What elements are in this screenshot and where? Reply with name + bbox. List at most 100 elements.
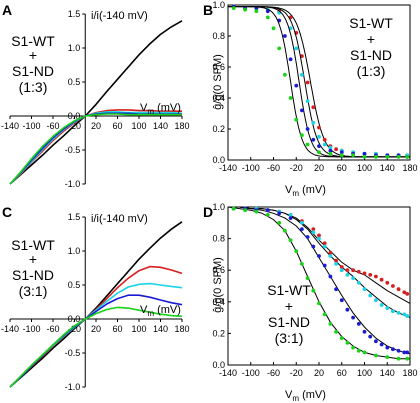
panel-d-y-tick-label: 0.2 (212, 328, 225, 338)
panel-d-series-blue-point (265, 208, 270, 213)
panel-d-series-green-point (345, 341, 350, 345)
panel-d-series-blue-point (374, 339, 378, 344)
panel-b-fit-line (228, 6, 410, 158)
panel-c-x-tick-label: -60 (46, 324, 59, 334)
panel-a-y-tick-label: -1.0 (65, 179, 81, 189)
panel-d-series-green-point (385, 355, 390, 359)
panel-b-annotation-line-1: S1-WT (349, 15, 393, 31)
panel-b-series-green-point (254, 9, 259, 14)
panel-d-series-green-point (322, 312, 327, 317)
panel-c-y-tick-label: -1.0 (65, 382, 81, 392)
panel-b: B -140 -100 -60 -20 20 60 100 140 180 0.0 0.2 0.4 0.… (203, 0, 418, 198)
panel-b-series-green-point (405, 155, 410, 159)
panel-b-series-green-point (294, 117, 299, 122)
panel-d-series-blue-point (288, 216, 293, 221)
panel-b-series-cyan-point (328, 145, 333, 150)
panel-b-x-tick-label: 20 (314, 163, 324, 173)
panel-d-series-cyan-point (356, 280, 361, 285)
panel-a-annotation: S1-WT + S1-ND (1:3) (11, 33, 55, 95)
panel-d-series-blue-point (368, 334, 373, 339)
panel-d-annotation-line-3: S1-ND (268, 314, 310, 330)
panel-d-y-tick-label: 0.4 (212, 297, 225, 307)
panel-b-series-red-point (334, 147, 338, 152)
panel-d-series-red-point (362, 271, 367, 276)
panel-d-series-blue-point (328, 274, 333, 279)
panel-d-series-green-point (243, 208, 248, 213)
panel-a-annotation-line-1: S1-WT (11, 33, 55, 49)
panel-a-series-black-line (9, 20, 183, 185)
panel-c-annotation-line-1: S1-WT (11, 237, 55, 253)
panel-d-series-green-point (317, 301, 321, 306)
panel-b-series-green-point (283, 72, 287, 77)
panel-a-y-tick-label: 0.0 (68, 111, 81, 121)
panel-d-series-cyan-point (379, 303, 384, 307)
panel-d-x-tick-label: -20 (290, 368, 303, 378)
panel-a-x-tick-label: 100 (131, 121, 146, 131)
panel-a-y-tick-label: 1.5 (68, 9, 81, 19)
panel-d-series-red-point (322, 241, 327, 246)
panel-c-y-tick-label: 1.0 (68, 246, 81, 256)
panel-b-series-blue-point (283, 34, 287, 38)
panel-b-series-blue-point (294, 83, 299, 88)
panel-b-series-green-point (385, 155, 390, 159)
panel-b-series-cyan-point (294, 46, 299, 51)
panel-d-series-blue-point (362, 329, 367, 334)
panel-c-x-tick-label: 180 (174, 324, 189, 334)
panel-b-series-cyan-point (317, 134, 321, 139)
panel-d-series-cyan-point (391, 309, 395, 314)
panel-d-series-red-point (356, 269, 361, 274)
panel-d-annotation-line-4: (3:1) (275, 330, 304, 346)
panel-a-letter: A (2, 2, 12, 18)
panel-d-series-green-point (231, 206, 236, 211)
panel-b-x-tick-label: -140 (219, 163, 237, 173)
panel-a-annotation-line-2: + (29, 47, 37, 63)
panel-b-x-tick-label: -100 (242, 163, 260, 173)
panel-a-series-green-line (9, 113, 182, 185)
panel-d-series-green-point (265, 213, 270, 217)
panel-d-series-red-point (317, 233, 321, 238)
panel-b-annotation: S1-WT + S1-ND (1:3) (349, 15, 393, 79)
panel-d-series-cyan-point (351, 276, 355, 280)
panel-d-series-cyan-point (396, 311, 401, 315)
panel-a-x-tick-label: -100 (22, 121, 40, 131)
panel-a-y-tick-label: 1.0 (68, 43, 81, 53)
panel-a-x-tick-label: 140 (153, 121, 168, 131)
panel-b-series-blue-point (362, 151, 367, 156)
panel-d: D -140 -100 -60 -20 20 60 100 140 180 0.0 0.2 0.4 0.… (203, 202, 418, 403)
panel-d-series-cyan-point (328, 254, 333, 258)
panel-c-x-tick-label: -140 (1, 324, 19, 334)
panel-d-series-red-point (345, 268, 350, 273)
panel-b-series-blue-point (311, 137, 316, 142)
panel-d-y-tick-label: 0.6 (212, 265, 225, 275)
panel-a-xlabel-text: Vm (mV) (140, 102, 181, 116)
panel-b-series-green-point (265, 15, 270, 20)
panel-b-x-tick-label: 140 (380, 163, 395, 173)
panel-d-series-blue-point (311, 244, 316, 249)
panel-a: A -140 -100 -60 -20 20 60 100 140 180-1.0-0.50.0… (1, 2, 190, 189)
panel-d-series-red-point (391, 284, 395, 288)
panel-c-letter: C (2, 204, 12, 220)
panel-b-series-green-point (339, 153, 344, 158)
panel-d-plot: -140 -100 -60 -20 20 60 100 140 180 0.0 0.2 0.4 0.6 0… (212, 202, 417, 378)
panel-d-series-blue-point (345, 307, 350, 312)
panel-d-series-cyan-point (402, 312, 407, 317)
panel-b-series-cyan-point (322, 142, 327, 147)
panel-a-annotation-line-4: (1:3) (19, 79, 48, 95)
panel-b-y-tick-label: 0.6 (212, 62, 225, 72)
panel-c-series-black-line (9, 221, 183, 388)
panel-d-series-green-point (305, 276, 310, 280)
panel-c-ylabel: i/i(-140 mV) (91, 213, 148, 225)
panel-d-series-green-point (277, 220, 282, 225)
panel-b-series-red-point (322, 137, 327, 142)
panel-b-series-green-point (374, 155, 378, 159)
panel-d-series-red-point (385, 280, 390, 285)
panel-b-series-green-point (300, 133, 304, 138)
panel-d-x-tick-label: -140 (219, 368, 237, 378)
panel-d-series-cyan-point (317, 236, 321, 241)
panel-a-xlabel: Vm (mV) (140, 102, 181, 116)
panel-b-series-blue-point (288, 57, 293, 62)
panel-d-series-green-point (405, 356, 410, 361)
panel-d-series-red-point (334, 258, 338, 263)
panel-d-series-red-point (339, 265, 344, 269)
